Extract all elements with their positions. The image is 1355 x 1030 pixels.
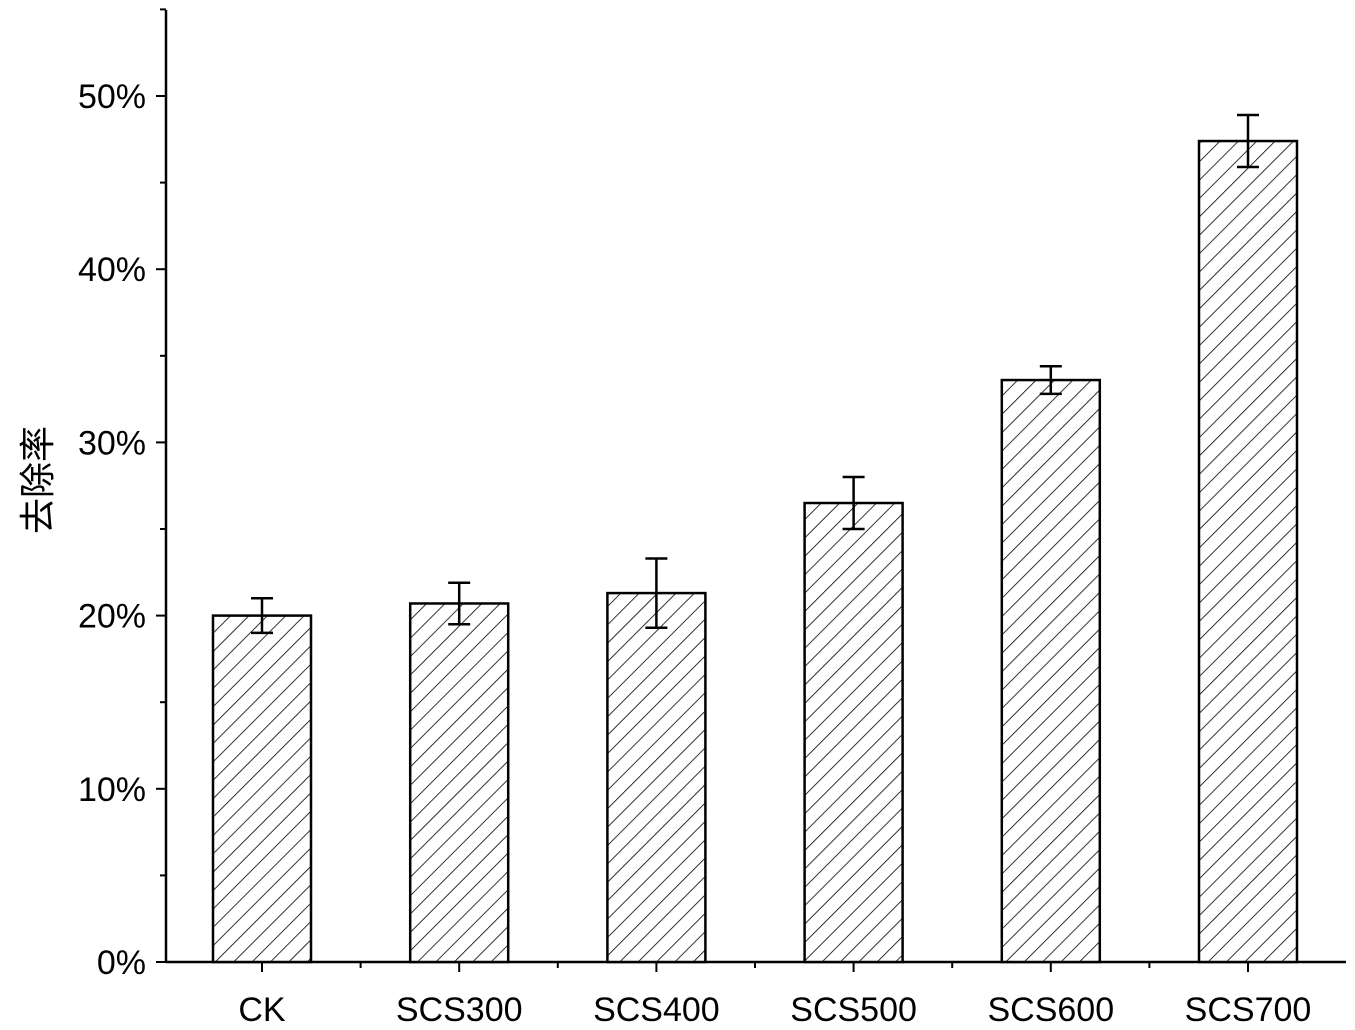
bar (408, 602, 510, 964)
bar (211, 614, 313, 964)
bar (1000, 378, 1102, 964)
bar (606, 591, 707, 964)
y-tick-label: 40% (78, 251, 146, 289)
x-axis: CK SCS300 SCS400 SCS500 SCS600 SCS700 (166, 960, 1346, 1029)
bars (211, 139, 1299, 964)
x-tick-label: SCS700 (1185, 991, 1312, 1029)
bar (803, 501, 904, 964)
y-axis-title: 去除率 (18, 426, 59, 534)
x-tick-label: SCS300 (396, 991, 523, 1029)
error-bar (448, 581, 471, 626)
x-tick-label: SCS400 (593, 991, 720, 1029)
x-tick-label: SCS600 (987, 991, 1114, 1029)
y-tick-label: 0% (97, 944, 146, 982)
y-tick-label: 30% (78, 424, 146, 462)
y-tick-label: 10% (78, 771, 146, 809)
y-tick-label: 50% (78, 78, 146, 116)
y-tick-label: 20% (78, 598, 146, 636)
bar (1197, 139, 1299, 964)
error-bar (645, 557, 668, 629)
error-bar (842, 475, 865, 531)
error-bar (1237, 113, 1259, 169)
y-axis: 0% 10% 20% 30% 40% 50% (78, 8, 168, 982)
error-bars (251, 113, 1259, 635)
x-tick-label: SCS500 (790, 991, 917, 1029)
x-tick-label: CK (238, 991, 286, 1029)
error-bar (1039, 364, 1062, 396)
error-bar (251, 597, 273, 635)
